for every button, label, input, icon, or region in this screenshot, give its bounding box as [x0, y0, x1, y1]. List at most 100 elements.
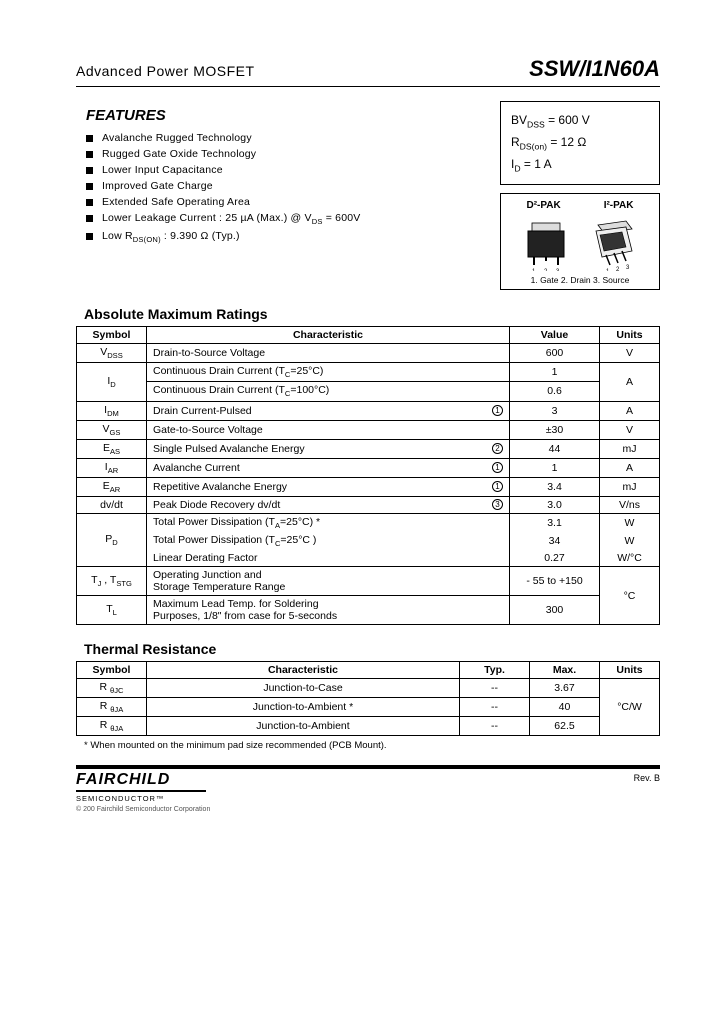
table-row: TJ , TSTGOperating Junction andStorage T…	[77, 567, 660, 596]
package-pins-legend: 1. Gate 2. Drain 3. Source	[505, 275, 655, 285]
table-row: VDSSDrain-to-Source Voltage600V	[77, 344, 660, 363]
value-cell: 34	[510, 532, 600, 550]
table-header: Symbol	[77, 327, 147, 344]
characteristic-cell: Continuous Drain Current (TC=100°C)	[147, 382, 510, 401]
part-number: SSW/I1N60A	[529, 56, 660, 82]
package-label-left: D²-PAK	[526, 200, 560, 211]
table-header: Typ.	[460, 662, 530, 679]
symbol-cell: R θJA	[77, 717, 147, 736]
symbol-cell: R θJA	[77, 698, 147, 717]
top-section: FEATURES Avalanche Rugged TechnologyRugg…	[76, 101, 660, 290]
revision-text: Rev. B	[634, 773, 660, 783]
features-list: Avalanche Rugged TechnologyRugged Gate O…	[86, 132, 486, 244]
max-cell: 3.67	[530, 679, 600, 698]
feature-item: Low RDS(ON) : 9.390 Ω (Typ.)	[86, 230, 486, 244]
table-header: Units	[600, 327, 660, 344]
table-row: IDContinuous Drain Current (TC=25°C)1A	[77, 363, 660, 382]
svg-text:2: 2	[616, 267, 620, 271]
unit-cell: V/ns	[600, 496, 660, 513]
symbol-cell: PD	[77, 513, 147, 566]
svg-text:1: 1	[606, 269, 610, 271]
symbol-cell: IDM	[77, 401, 147, 420]
table-header: Symbol	[77, 662, 147, 679]
table-row: VGSGate-to-Source Voltage±30V	[77, 420, 660, 439]
package-label-right: I²-PAK	[604, 200, 634, 211]
symbol-cell: VDSS	[77, 344, 147, 363]
product-subtitle: Advanced Power MOSFET	[76, 63, 255, 79]
characteristic-cell: Total Power Dissipation (TC=25°C )	[147, 532, 510, 550]
characteristic-cell: Avalanche Current1	[147, 458, 510, 477]
thermal-table: SymbolCharacteristicTyp.Max.UnitsR θJCJu…	[76, 661, 660, 736]
symbol-cell: VGS	[77, 420, 147, 439]
copyright-text: © 200 Fairchild Semiconductor Corporatio…	[76, 806, 210, 813]
table-row: R θJAJunction-to-Ambient--62.5	[77, 717, 660, 736]
unit-cell: mJ	[600, 477, 660, 496]
unit-cell: W	[600, 532, 660, 550]
characteristic-cell: Linear Derating Factor	[147, 550, 510, 567]
table-row: Total Power Dissipation (TC=25°C )34W	[77, 532, 660, 550]
thermal-heading: Thermal Resistance	[84, 641, 660, 657]
table-row: TLMaximum Lead Temp. for SolderingPurpos…	[77, 596, 660, 625]
brand-logo: FAIRCHILD	[76, 771, 210, 789]
feature-item: Lower Leakage Current : 25 µA (Max.) @ V…	[86, 212, 486, 226]
characteristic-cell: Continuous Drain Current (TC=25°C)	[147, 363, 510, 382]
max-cell: 62.5	[530, 717, 600, 736]
characteristic-cell: Maximum Lead Temp. for SolderingPurposes…	[147, 596, 510, 625]
unit-cell: °C/W	[600, 679, 660, 736]
ratings-heading: Absolute Maximum Ratings	[84, 306, 660, 322]
characteristic-cell: Drain-to-Source Voltage	[147, 344, 510, 363]
value-cell: 3.4	[510, 477, 600, 496]
characteristic-cell: Gate-to-Source Voltage	[147, 420, 510, 439]
svg-text:3: 3	[556, 269, 560, 271]
max-cell: 40	[530, 698, 600, 717]
svg-text:3: 3	[626, 265, 630, 271]
symbol-cell: IAR	[77, 458, 147, 477]
table-row: EARRepetitive Avalanche Energy13.4mJ	[77, 477, 660, 496]
unit-cell: °C	[600, 567, 660, 625]
table-row: Linear Derating Factor0.27W/°C	[77, 550, 660, 567]
table-row: EASSingle Pulsed Avalanche Energy244mJ	[77, 439, 660, 458]
spec-column: BVDSS = 600 VRDS(on) = 12 ΩID = 1 A D²-P…	[500, 101, 660, 290]
value-cell: 3	[510, 401, 600, 420]
unit-cell: W	[600, 513, 660, 532]
ratings-table: SymbolCharacteristicValueUnitsVDSSDrain-…	[76, 326, 660, 625]
unit-cell: A	[600, 363, 660, 401]
characteristic-cell: Junction-to-Ambient *	[147, 698, 460, 717]
value-cell: ±30	[510, 420, 600, 439]
package-diagram-icon: 1 2 3 1 2 3	[510, 215, 650, 271]
brand-subtext: SEMICONDUCTOR™	[76, 794, 210, 803]
value-cell: 1	[510, 363, 600, 382]
characteristic-cell: Total Power Dissipation (TA=25°C) *	[147, 513, 510, 532]
value-cell: 3.0	[510, 496, 600, 513]
value-cell: 0.6	[510, 382, 600, 401]
table-row: PDTotal Power Dissipation (TA=25°C) *3.1…	[77, 513, 660, 532]
value-cell: 300	[510, 596, 600, 625]
feature-item: Improved Gate Charge	[86, 180, 486, 192]
thermal-footnote: * When mounted on the minimum pad size r…	[84, 740, 660, 751]
symbol-cell: ID	[77, 363, 147, 401]
feature-item: Rugged Gate Oxide Technology	[86, 148, 486, 160]
typ-cell: --	[460, 698, 530, 717]
spec-line: ID = 1 A	[511, 154, 649, 176]
value-cell: 44	[510, 439, 600, 458]
typ-cell: --	[460, 679, 530, 698]
symbol-cell: dv/dt	[77, 496, 147, 513]
characteristic-cell: Peak Diode Recovery dv/dt3	[147, 496, 510, 513]
characteristic-cell: Single Pulsed Avalanche Energy2	[147, 439, 510, 458]
characteristic-cell: Operating Junction andStorage Temperatur…	[147, 567, 510, 596]
value-cell: 1	[510, 458, 600, 477]
table-row: dv/dtPeak Diode Recovery dv/dt33.0V/ns	[77, 496, 660, 513]
brand-divider	[76, 790, 206, 792]
table-row: R θJCJunction-to-Case--3.67°C/W	[77, 679, 660, 698]
feature-item: Extended Safe Operating Area	[86, 196, 486, 208]
table-header: Max.	[530, 662, 600, 679]
unit-cell: mJ	[600, 439, 660, 458]
symbol-cell: R θJC	[77, 679, 147, 698]
symbol-cell: TL	[77, 596, 147, 625]
page-footer: FAIRCHILD SEMICONDUCTOR™ © 200 Fairchild…	[76, 765, 660, 813]
characteristic-cell: Junction-to-Ambient	[147, 717, 460, 736]
svg-text:2: 2	[544, 269, 548, 271]
table-row: Continuous Drain Current (TC=100°C)0.6	[77, 382, 660, 401]
table-row: IDMDrain Current-Pulsed13A	[77, 401, 660, 420]
value-cell: - 55 to +150	[510, 567, 600, 596]
